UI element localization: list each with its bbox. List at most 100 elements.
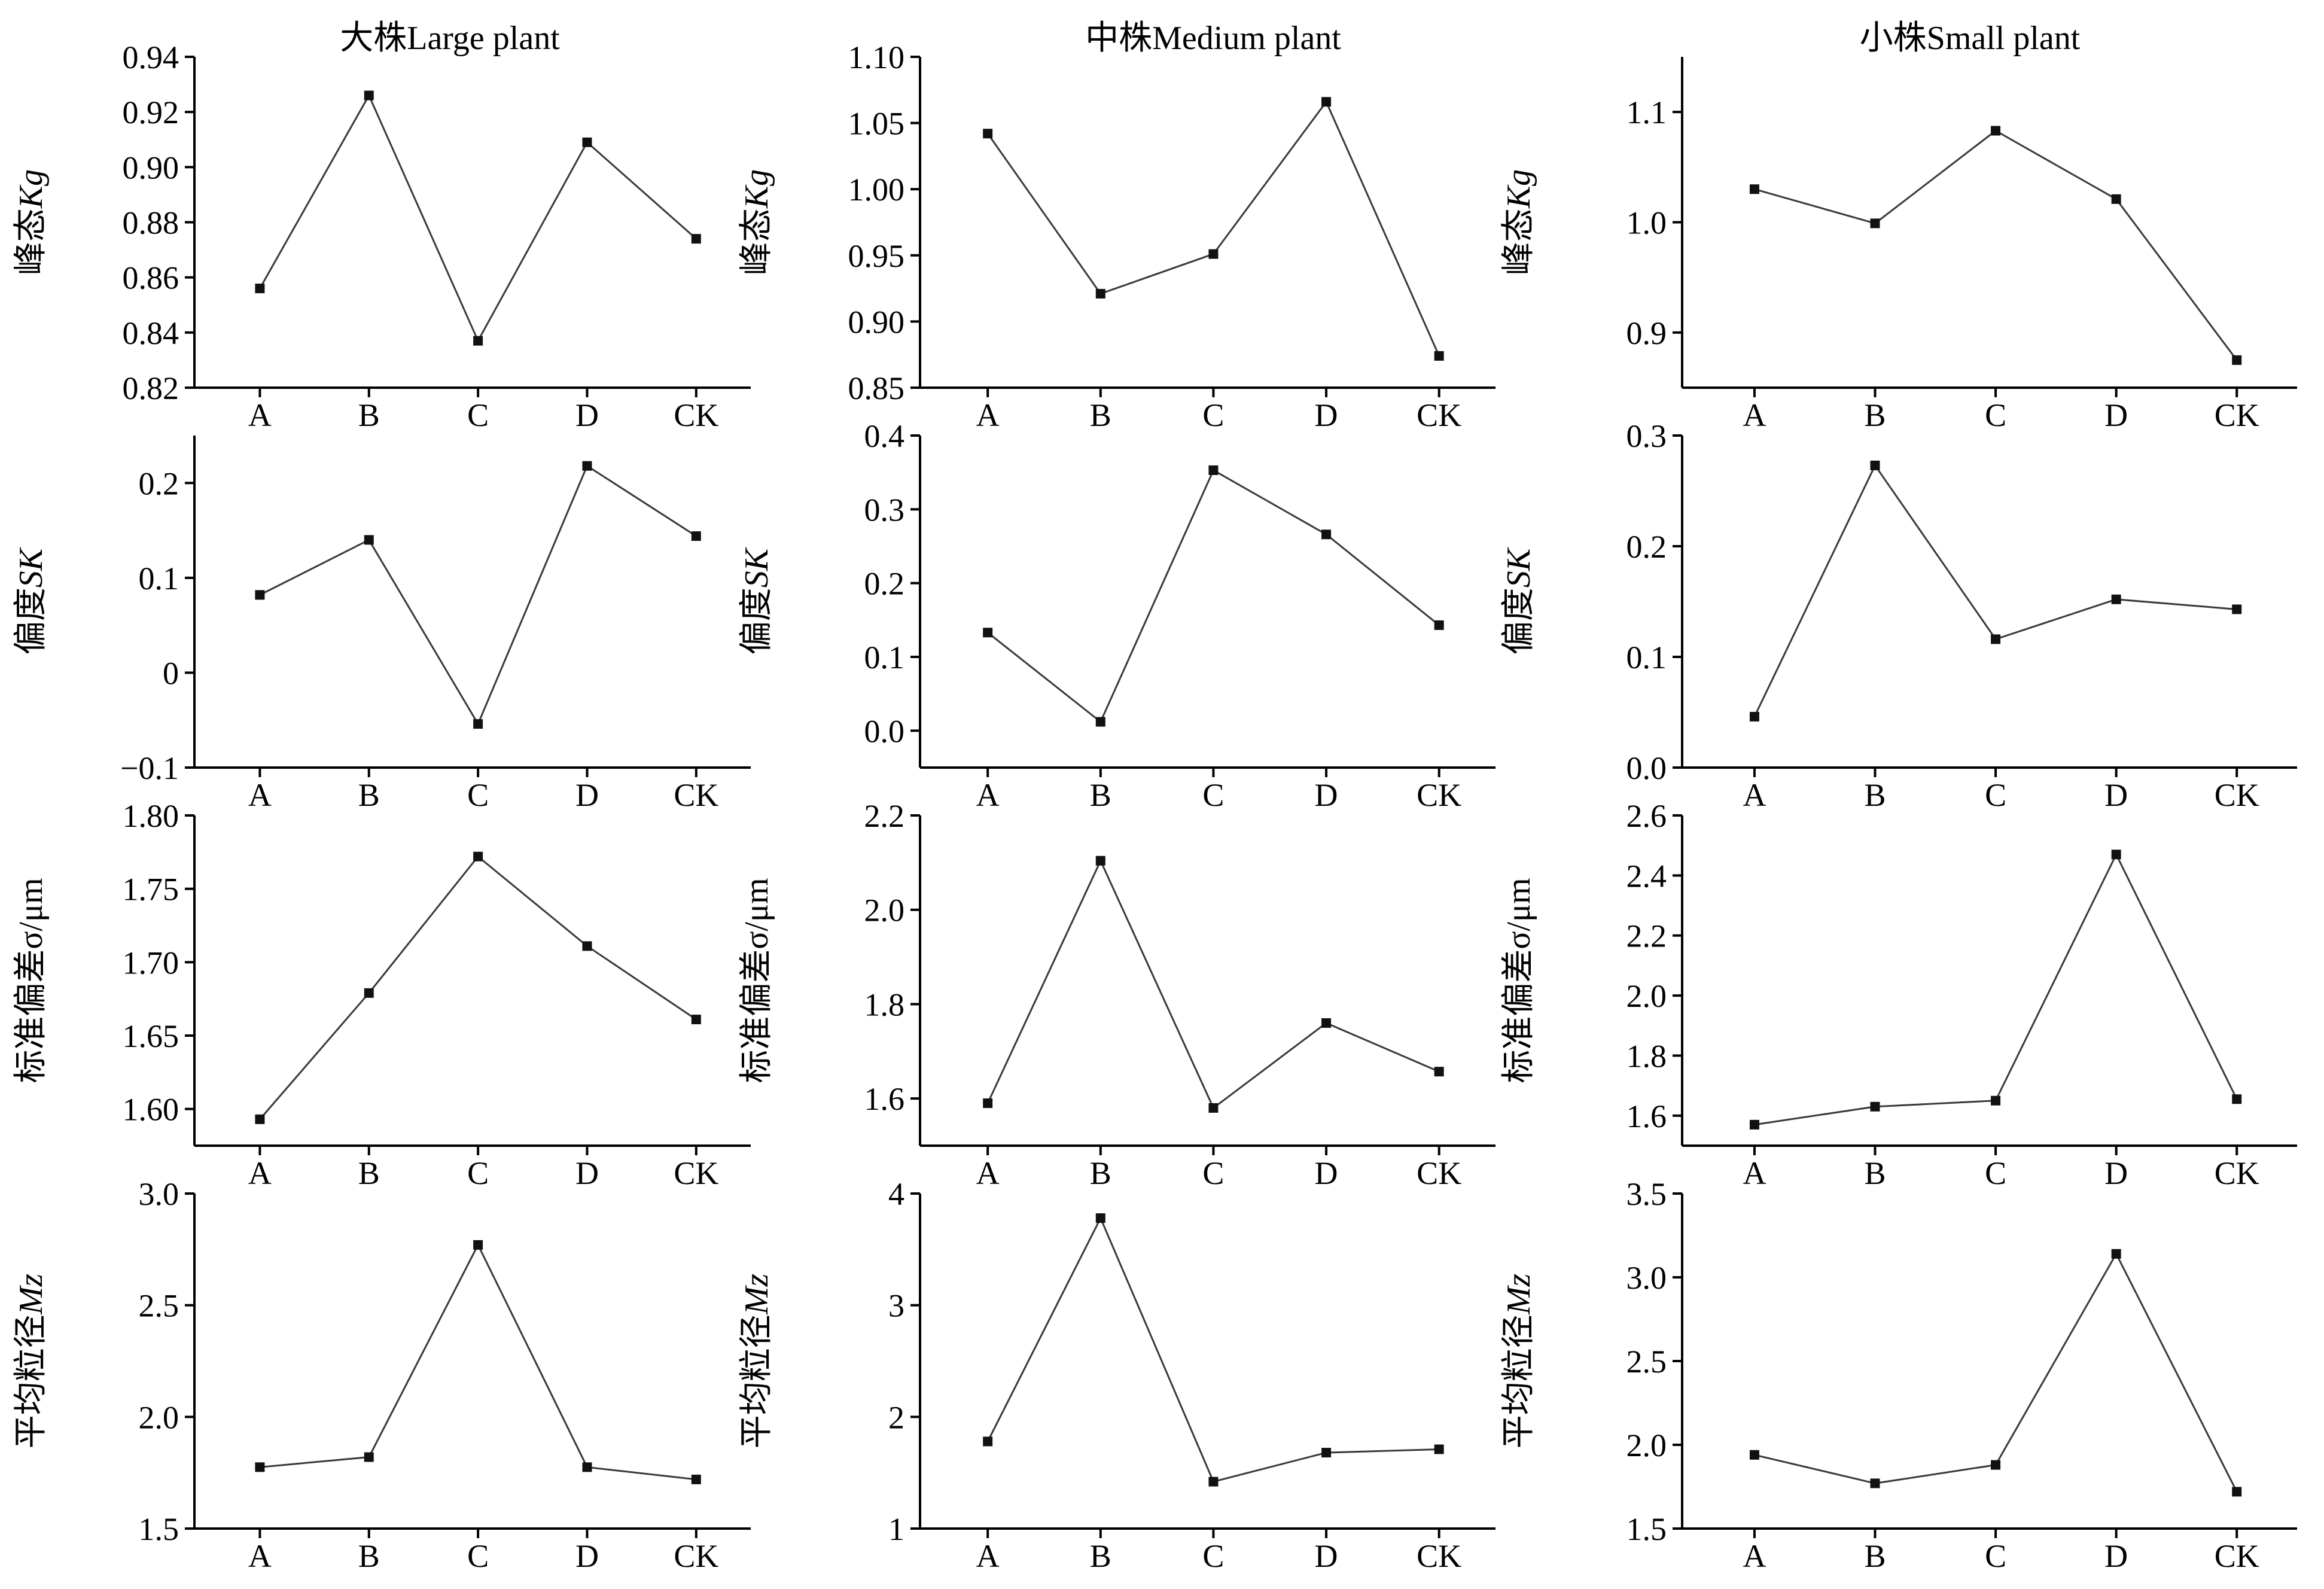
y-tick-label: 2.0 — [1627, 978, 1667, 1014]
y-tick-label: 0.86 — [123, 260, 179, 296]
y-axis-title: 偏度SK — [1500, 547, 1537, 655]
x-tick-label: D — [575, 777, 599, 813]
series-line — [987, 468, 1440, 723]
y-tick-label: 0.88 — [123, 205, 179, 241]
series-line — [1754, 1252, 2238, 1493]
x-tick-label: B — [1090, 777, 1111, 813]
chart-mean-size-small: 1.5 2.0 2.5 3.0 3.5 A B C D CK 平均粒径Mz — [1500, 1176, 2297, 1574]
data-point-d — [1321, 1018, 1332, 1028]
data-point-c — [1991, 634, 2001, 644]
x-tick-label: CK — [2215, 1155, 2259, 1191]
y-tick-label: 1 — [888, 1511, 904, 1547]
chart-kurtosis-medium: 0.85 0.90 0.95 1.00 1.05 1.10 A B C D CK 峰态Kg — [738, 39, 1495, 433]
y-tick-label: 0 — [163, 655, 179, 691]
y-tick-label: 1.10 — [848, 39, 905, 75]
x-tick-label: C — [1985, 397, 2006, 433]
series-line — [986, 1216, 1439, 1483]
data-point-b — [364, 90, 374, 101]
y-tick-label: 1.00 — [848, 172, 905, 208]
x-tick-label: A — [248, 1538, 272, 1574]
data-point-d — [582, 461, 592, 471]
y-axis-title-text: 峰态 — [13, 208, 50, 275]
y-tick-label: 0.1 — [1627, 640, 1667, 675]
data-point-d — [1321, 529, 1332, 540]
y-axis-title: 平均粒径Mz — [13, 1274, 50, 1449]
x-tick-label: D — [2104, 397, 2128, 433]
y-axis-title: 标准偏差σ/μm — [1500, 878, 1537, 1083]
data-point-b — [364, 1452, 374, 1462]
y-tick-label: 2.4 — [1627, 858, 1667, 894]
y-axis-title-text: 标准偏差σ/μm — [1500, 878, 1537, 1083]
data-point-ck — [691, 1474, 701, 1484]
x-tick-label: C — [1985, 777, 2006, 813]
y-axis-title: 偏度SK — [738, 547, 775, 655]
y-tick-label: 1.8 — [1627, 1038, 1667, 1074]
data-point-a — [1749, 711, 1759, 722]
x-tick-label: D — [2104, 1538, 2128, 1574]
x-tick-label: CK — [674, 397, 718, 433]
data-point-d — [2111, 594, 2121, 604]
y-tick-label: 0.3 — [864, 492, 905, 528]
y-tick-label: 1.0 — [1627, 205, 1667, 241]
x-tick-label: D — [575, 397, 599, 433]
x-tick-label: D — [1315, 1538, 1338, 1574]
chart-std-dev-small: 1.6 1.8 2.0 2.2 2.4 2.6 A B C D CK 标准偏差σ/μm — [1500, 798, 2297, 1191]
data-point-a — [983, 1098, 993, 1109]
x-tick-label: A — [248, 397, 272, 433]
data-point-ck — [691, 1015, 701, 1025]
x-tick-label: C — [1202, 1538, 1224, 1574]
data-point-b — [364, 535, 374, 545]
y-axis-title: 峰态Kg — [1500, 169, 1537, 275]
data-point-ck — [2232, 1487, 2242, 1497]
chart-skewness-large: −0.1 0 0.1 0.2 A B C D CK 偏度SK — [13, 436, 751, 813]
series-line — [1754, 129, 2238, 361]
data-point-ck — [1434, 1444, 1444, 1454]
data-point-b — [1870, 1478, 1880, 1488]
y-axis-title-text: 偏度 — [738, 587, 775, 655]
y-tick-label: 1.6 — [1627, 1098, 1667, 1134]
x-tick-label: B — [1864, 1155, 1886, 1191]
data-point-ck — [1434, 620, 1444, 630]
data-point-a — [255, 1462, 265, 1472]
data-point-c — [1991, 126, 2001, 136]
y-axis-title-text: 标准偏差σ/μm — [13, 878, 50, 1083]
data-point-b — [1095, 288, 1105, 299]
y-tick-label: 1.05 — [848, 106, 905, 142]
y-axis-title-symbol: Kg — [1500, 169, 1537, 209]
y-tick-label: 0.90 — [123, 150, 179, 185]
y-tick-label: 0.2 — [1627, 529, 1667, 565]
panel-grid: 0.820.840.860.880.900.920.94A B C D CK峰态Kg0.… — [13, 39, 2297, 1574]
data-point-a — [983, 628, 993, 638]
series-line — [1753, 463, 2237, 717]
data-point-ck — [2232, 604, 2242, 614]
y-axis-title-symbol: Mz — [738, 1274, 775, 1316]
y-tick-label: 0.1 — [139, 561, 179, 596]
x-tick-label: B — [1090, 397, 1111, 433]
y-tick-label: 0.94 — [123, 39, 179, 75]
y-tick-label: 0.0 — [1627, 750, 1667, 786]
data-point-ck — [1434, 351, 1444, 361]
x-tick-label: D — [575, 1155, 599, 1191]
series-line — [259, 464, 697, 726]
data-point-ck — [691, 234, 701, 244]
data-point-a — [983, 129, 993, 139]
series-line — [986, 100, 1440, 357]
y-axis-title-text: 平均粒径 — [13, 1314, 50, 1448]
y-tick-label: 3.5 — [1627, 1176, 1667, 1212]
data-point-a — [983, 1436, 993, 1447]
data-point-b — [1095, 1213, 1105, 1223]
x-tick-label: B — [1864, 397, 1886, 433]
data-point-b — [1870, 218, 1880, 229]
y-tick-label: 2.5 — [1627, 1344, 1667, 1380]
data-point-b — [1870, 460, 1880, 470]
data-point-a — [1749, 1450, 1759, 1460]
y-tick-label: 2.0 — [139, 1399, 179, 1435]
data-point-c — [1991, 1460, 2001, 1470]
y-axis-title: 平均粒径Mz — [1500, 1274, 1537, 1449]
x-tick-label: B — [358, 397, 380, 433]
y-tick-label: 1.8 — [864, 987, 905, 1022]
y-axis-title: 峰态Kg — [738, 169, 775, 275]
y-tick-label: 2.0 — [1627, 1427, 1667, 1463]
data-point-ck — [2232, 1094, 2242, 1104]
y-axis-title-symbol: SK — [1500, 547, 1537, 587]
